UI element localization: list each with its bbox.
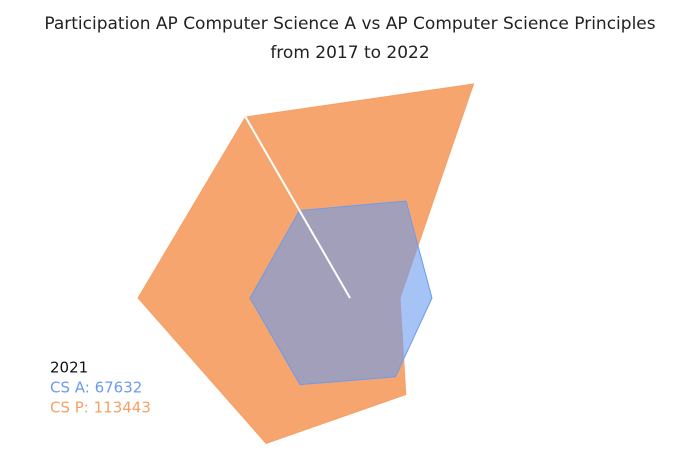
hover-label: CS P: 113443 — [50, 399, 151, 417]
hover-axis — [244, 116, 351, 299]
chart-title: Participation AP Computer Science A vs A… — [44, 14, 656, 63]
hover-category: 2021 — [50, 359, 88, 377]
hover-label: CS A: 67632 — [50, 379, 142, 397]
series-area — [249, 200, 433, 386]
